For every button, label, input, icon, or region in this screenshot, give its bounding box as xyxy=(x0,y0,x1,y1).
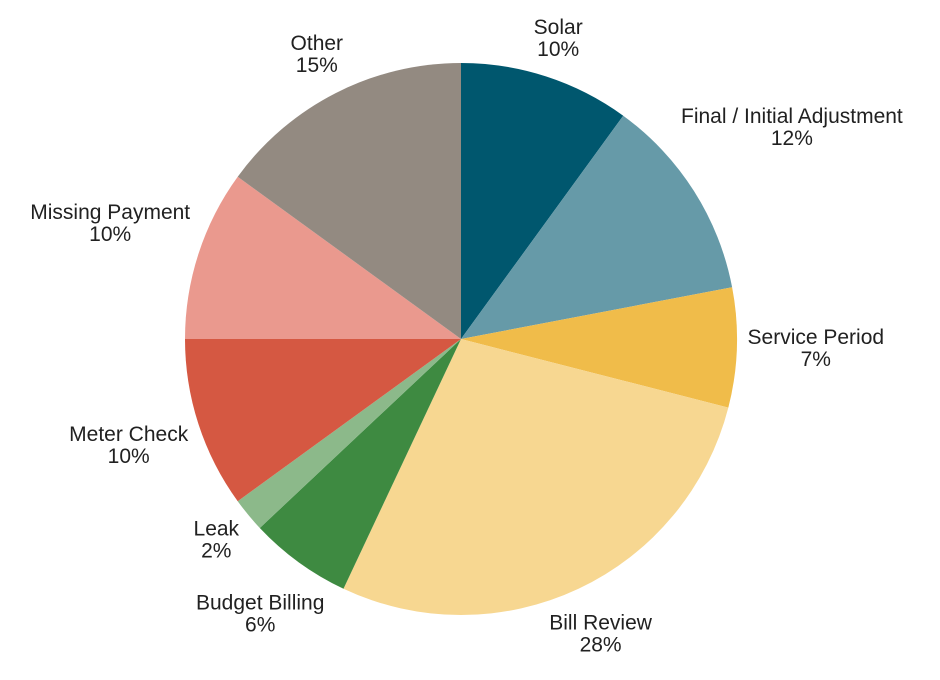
pie-slice-final-initial-adjustment xyxy=(461,115,733,340)
slice-label-percent: 10% xyxy=(89,223,131,246)
slice-label-text: Budget Billing xyxy=(196,591,324,614)
pie-slice-missing-payment xyxy=(185,176,461,339)
slice-label-final-initial-adjustment: Final / Initial Adjustment 12% xyxy=(681,105,903,150)
pie-slice-bill-review xyxy=(343,339,729,616)
slice-label-percent: 12% xyxy=(771,127,813,150)
slice-label-text: Solar xyxy=(534,16,583,39)
slice-label-percent: 15% xyxy=(296,54,338,77)
slice-label-service-period: Service Period 7% xyxy=(748,326,885,371)
slice-label-leak: Leak 2% xyxy=(194,517,240,562)
slice-label-percent: 10% xyxy=(537,38,579,61)
slice-label-text: Service Period xyxy=(748,326,885,349)
slice-label-percent: 7% xyxy=(801,348,831,371)
slice-label-text: Missing Payment xyxy=(30,201,190,224)
pie-slice-leak xyxy=(237,339,461,528)
slice-label-meter-check: Meter Check 10% xyxy=(69,423,189,468)
slice-label-missing-payment: Missing Payment 10% xyxy=(30,201,190,246)
slice-label-text: Final / Initial Adjustment xyxy=(681,105,903,128)
pie-slice-budget-billing xyxy=(259,339,461,589)
slice-label-solar: Solar 10% xyxy=(534,16,583,61)
slice-label-text: Bill Review xyxy=(549,612,653,635)
slice-label-percent: 10% xyxy=(108,445,150,468)
pie-slice-meter-check xyxy=(185,339,461,502)
slice-label-percent: 6% xyxy=(245,613,275,636)
slice-label-text: Leak xyxy=(194,517,240,540)
slice-label-bill-review: Bill Review 28% xyxy=(549,612,653,657)
slice-label-percent: 28% xyxy=(580,634,622,657)
pie-slice-solar xyxy=(461,63,624,339)
slice-label-text: Other xyxy=(291,32,344,55)
pie-slice-service-period xyxy=(461,287,738,408)
slice-label-other: Other 15% xyxy=(291,32,344,77)
slice-label-text: Meter Check xyxy=(69,423,189,446)
pie-slice-other xyxy=(237,63,461,339)
slice-label-percent: 2% xyxy=(201,539,231,562)
slice-label-budget-billing: Budget Billing 6% xyxy=(196,591,324,636)
